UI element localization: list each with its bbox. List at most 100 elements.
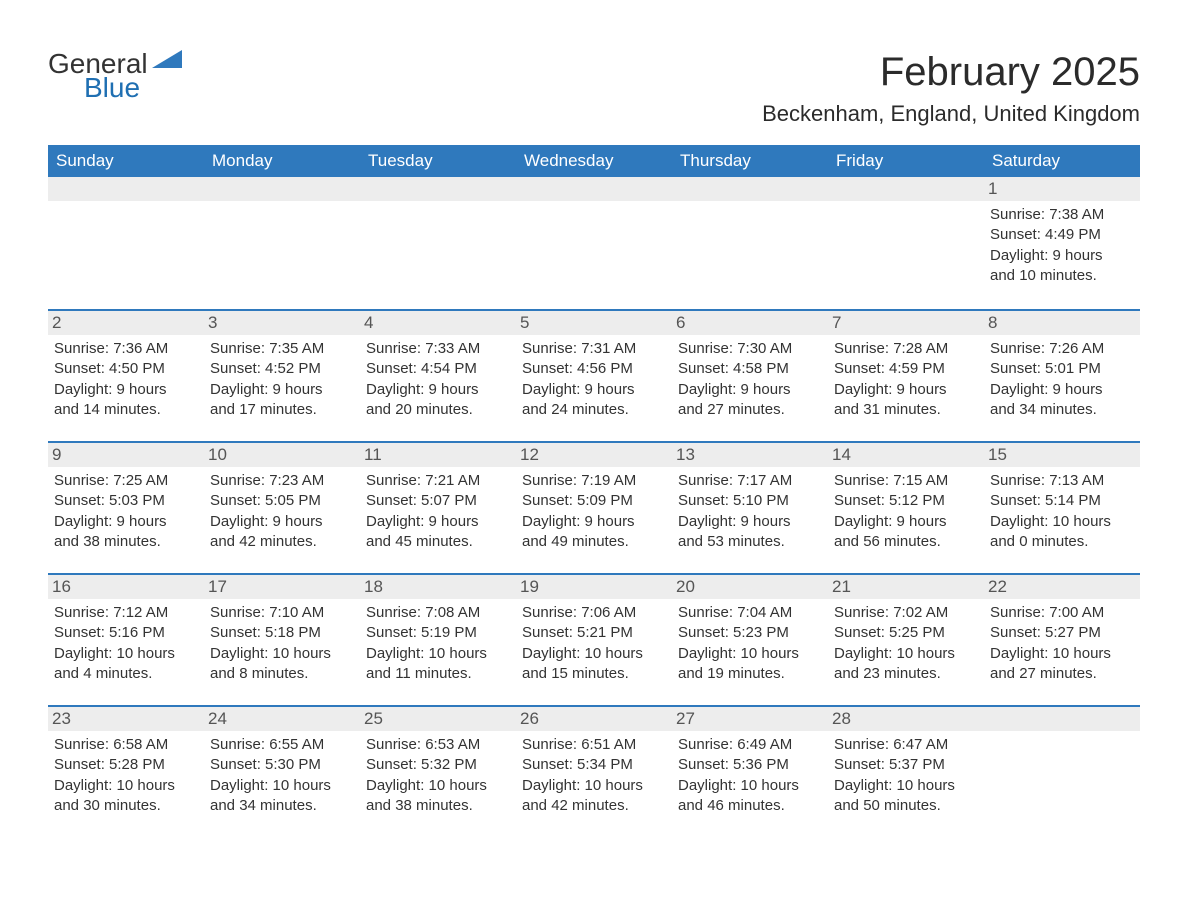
dl2-text: and 49 minutes.	[522, 532, 666, 552]
calendar-cell: 23Sunrise: 6:58 AMSunset: 5:28 PMDayligh…	[48, 707, 204, 827]
dl1-text: Daylight: 9 hours	[366, 380, 510, 400]
dl1-text: Daylight: 10 hours	[522, 776, 666, 796]
dl2-text: and 15 minutes.	[522, 664, 666, 684]
sunset-text: Sunset: 4:56 PM	[522, 359, 666, 379]
sunset-text: Sunset: 5:23 PM	[678, 623, 822, 643]
sunrise-text: Sunrise: 7:30 AM	[678, 339, 822, 359]
dl2-text: and 20 minutes.	[366, 400, 510, 420]
dl1-text: Daylight: 10 hours	[210, 644, 354, 664]
dl1-text: Daylight: 9 hours	[990, 380, 1134, 400]
dl1-text: Daylight: 9 hours	[210, 512, 354, 532]
sunrise-text: Sunrise: 7:04 AM	[678, 603, 822, 623]
sunset-text: Sunset: 5:16 PM	[54, 623, 198, 643]
sunrise-text: Sunrise: 7:25 AM	[54, 471, 198, 491]
day-number: 15	[984, 443, 1140, 467]
sunset-text: Sunset: 5:27 PM	[990, 623, 1134, 643]
sunset-text: Sunset: 5:10 PM	[678, 491, 822, 511]
dl1-text: Daylight: 10 hours	[678, 776, 822, 796]
sunset-text: Sunset: 5:30 PM	[210, 755, 354, 775]
week-row: 9 Sunrise: 7:25 AMSunset: 5:03 PM Daylight…	[48, 441, 1140, 573]
sunset-text: Sunset: 5:12 PM	[834, 491, 978, 511]
calendar-cell: 9Sunrise: 7:25 AMSunset: 5:03 PMDaylight…	[48, 443, 204, 563]
dl1-text: Daylight: 9 hours	[834, 512, 978, 532]
sunrise-text: Sunrise: 7:38 AM	[990, 205, 1134, 225]
day-number: .	[672, 177, 828, 201]
sunset-text: Sunset: 4:58 PM	[678, 359, 822, 379]
dl1-text: Daylight: 10 hours	[834, 776, 978, 796]
dl2-text: and 38 minutes.	[366, 796, 510, 816]
dl2-text: and 34 minutes.	[210, 796, 354, 816]
dl2-text: and 31 minutes.	[834, 400, 978, 420]
sunrise-text: Sunrise: 7:23 AM	[210, 471, 354, 491]
sunrise-text: Sunrise: 7:08 AM	[366, 603, 510, 623]
calendar-cell: 15Sunrise: 7:13 AMSunset: 5:14 PMDayligh…	[984, 443, 1140, 563]
dl1-text: Daylight: 9 hours	[678, 512, 822, 532]
calendar: Sunday Monday Tuesday Wednesday Thursday…	[48, 145, 1140, 837]
sunset-text: Sunset: 5:25 PM	[834, 623, 978, 643]
day-number: 17	[204, 575, 360, 599]
dl2-text: and 4 minutes.	[54, 664, 198, 684]
dl2-text: and 53 minutes.	[678, 532, 822, 552]
day-number: 3	[204, 311, 360, 335]
sunset-text: Sunset: 4:52 PM	[210, 359, 354, 379]
logo-triangle-icon	[152, 50, 182, 77]
day-number: 20	[672, 575, 828, 599]
calendar-cell: 8Sunrise: 7:26 AMSunset: 5:01 PMDaylight…	[984, 311, 1140, 431]
calendar-cell: 1Sunrise: 7:38 AMSunset: 4:49 PMDaylight…	[984, 177, 1140, 299]
logo-triangle-shape	[152, 50, 182, 68]
day-header-thursday: Thursday	[672, 145, 828, 177]
dl1-text: Daylight: 9 hours	[834, 380, 978, 400]
dl2-text: and 17 minutes.	[210, 400, 354, 420]
day-number: 9	[48, 443, 204, 467]
day-number: 6	[672, 311, 828, 335]
sunset-text: Sunset: 4:59 PM	[834, 359, 978, 379]
sunset-text: Sunset: 5:07 PM	[366, 491, 510, 511]
sunrise-text: Sunrise: 7:33 AM	[366, 339, 510, 359]
sunset-text: Sunset: 5:19 PM	[366, 623, 510, 643]
sunset-text: Sunset: 5:34 PM	[522, 755, 666, 775]
location: Beckenham, England, United Kingdom	[762, 101, 1140, 127]
week-row: ......1Sunrise: 7:38 AMSunset: 4:49 PMDa…	[48, 177, 1140, 309]
sunset-text: Sunset: 5:03 PM	[54, 491, 198, 511]
sunrise-text: Sunrise: 7:31 AM	[522, 339, 666, 359]
calendar-cell: 24Sunrise: 6:55 AMSunset: 5:30 PMDayligh…	[204, 707, 360, 827]
calendar-cell: .	[984, 707, 1140, 827]
day-number: 4	[360, 311, 516, 335]
dl1-text: Daylight: 10 hours	[366, 644, 510, 664]
dl1-text: Daylight: 10 hours	[54, 776, 198, 796]
dl2-text: and 27 minutes.	[678, 400, 822, 420]
dl1-text: Daylight: 10 hours	[522, 644, 666, 664]
dl2-text: and 42 minutes.	[522, 796, 666, 816]
sunrise-text: Sunrise: 6:58 AM	[54, 735, 198, 755]
dl2-text: and 30 minutes.	[54, 796, 198, 816]
day-header-friday: Friday	[828, 145, 984, 177]
week-row: 23Sunrise: 6:58 AMSunset: 5:28 PMDayligh…	[48, 705, 1140, 837]
day-number: .	[48, 177, 204, 201]
calendar-cell: 6 Sunrise: 7:30 AMSunset: 4:58 PMDaylight…	[672, 311, 828, 431]
sunrise-text: Sunrise: 7:10 AM	[210, 603, 354, 623]
sunrise-text: Sunrise: 7:15 AM	[834, 471, 978, 491]
sunset-text: Sunset: 5:21 PM	[522, 623, 666, 643]
sunset-text: Sunset: 4:49 PM	[990, 225, 1134, 245]
sunrise-text: Sunrise: 7:19 AM	[522, 471, 666, 491]
sunset-text: Sunset: 4:50 PM	[54, 359, 198, 379]
sunrise-text: Sunrise: 7:06 AM	[522, 603, 666, 623]
sunrise-text: Sunrise: 6:49 AM	[678, 735, 822, 755]
sunset-text: Sunset: 4:54 PM	[366, 359, 510, 379]
header: General Blue February 2025 Beckenham, En…	[48, 50, 1140, 127]
day-header-sunday: Sunday	[48, 145, 204, 177]
calendar-cell: .	[48, 177, 204, 299]
calendar-cell: 2Sunrise: 7:36 AMSunset: 4:50 PMDaylight…	[48, 311, 204, 431]
sunrise-text: Sunrise: 6:47 AM	[834, 735, 978, 755]
sunset-text: Sunset: 5:37 PM	[834, 755, 978, 775]
calendar-cell: .	[672, 177, 828, 299]
day-number: 10	[204, 443, 360, 467]
sunrise-text: Sunrise: 7:02 AM	[834, 603, 978, 623]
day-number: 8	[984, 311, 1140, 335]
dl1-text: Daylight: 9 hours	[678, 380, 822, 400]
sunrise-text: Sunrise: 6:51 AM	[522, 735, 666, 755]
sunrise-text: Sunrise: 7:17 AM	[678, 471, 822, 491]
dl2-text: and 50 minutes.	[834, 796, 978, 816]
day-header-wednesday: Wednesday	[516, 145, 672, 177]
calendar-cell: 7Sunrise: 7:28 AMSunset: 4:59 PMDaylight…	[828, 311, 984, 431]
